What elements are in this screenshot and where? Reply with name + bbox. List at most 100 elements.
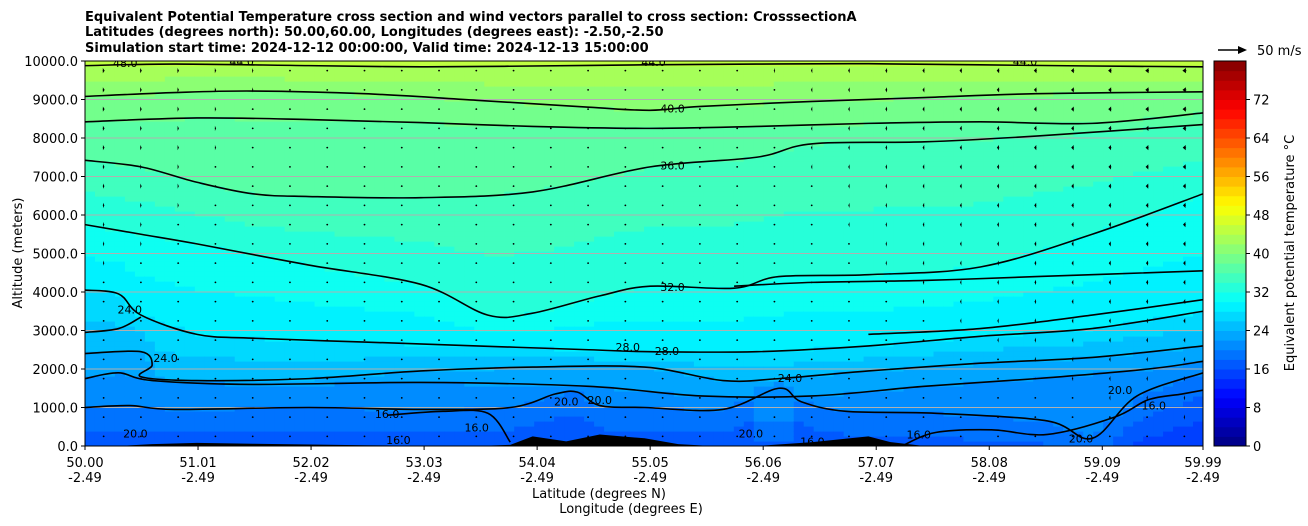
field-cell	[344, 181, 356, 187]
field-cell	[224, 371, 236, 377]
field-cell	[414, 176, 425, 182]
field-cell	[514, 246, 525, 252]
field-cell	[354, 211, 366, 217]
field-cell	[604, 406, 615, 412]
field-cell	[224, 86, 236, 92]
field-cell	[554, 376, 565, 382]
field-cell	[444, 416, 455, 422]
field-cell	[134, 261, 146, 267]
field-cell	[334, 246, 346, 252]
field-cell	[434, 361, 445, 367]
field-cell	[554, 431, 565, 437]
field-cell	[693, 136, 705, 142]
field-cell	[534, 86, 545, 92]
field-cell	[723, 386, 735, 392]
field-cell	[244, 326, 256, 332]
field-cell	[384, 66, 396, 72]
field-cell	[264, 91, 276, 97]
field-cell	[354, 116, 366, 122]
field-cell	[404, 111, 416, 117]
field-cell	[274, 261, 286, 267]
field-cell	[683, 416, 695, 422]
field-cell	[534, 421, 545, 427]
field-cell	[574, 196, 585, 202]
field-cell	[374, 381, 386, 387]
field-cell	[234, 321, 246, 327]
field-cell	[703, 421, 715, 427]
field-cell	[184, 351, 196, 357]
field-cell	[194, 321, 206, 327]
field-cell	[624, 106, 635, 112]
field-cell	[683, 131, 695, 137]
field-cell	[504, 76, 515, 82]
field-cell	[683, 216, 695, 222]
field-cell	[693, 66, 705, 72]
field-cell	[124, 376, 136, 382]
field-cell	[234, 416, 246, 422]
field-cell	[464, 241, 475, 247]
field-cell	[94, 241, 106, 247]
field-cell	[304, 61, 316, 67]
field-cell	[653, 276, 665, 282]
field-cell	[224, 91, 236, 97]
field-cell	[604, 136, 615, 142]
field-cell	[594, 296, 605, 302]
field-cell	[314, 186, 326, 192]
field-cell	[614, 141, 625, 147]
field-cell	[524, 191, 535, 197]
field-cell	[324, 96, 336, 102]
field-cell	[264, 86, 276, 92]
field-cell	[194, 231, 206, 237]
field-cell	[653, 81, 665, 87]
field-cell	[594, 211, 605, 217]
field-cell	[444, 156, 455, 162]
field-cell	[304, 286, 316, 292]
field-cell	[424, 191, 435, 197]
field-cell	[374, 161, 386, 167]
field-cell	[574, 166, 585, 172]
field-cell	[604, 356, 615, 362]
field-cell	[464, 326, 475, 332]
field-cell	[234, 86, 246, 92]
field-cell	[374, 76, 386, 82]
field-cell	[384, 411, 396, 417]
field-cell	[584, 171, 595, 177]
field-cell	[294, 206, 306, 212]
field-cell	[584, 396, 595, 402]
field-cell	[634, 381, 645, 387]
field-cell	[134, 281, 146, 287]
field-cell	[594, 86, 605, 92]
field-cell	[85, 171, 96, 177]
field-cell	[114, 111, 126, 117]
field-cell	[624, 356, 635, 362]
field-cell	[154, 211, 166, 217]
field-cell	[703, 156, 715, 162]
field-cell	[663, 336, 675, 342]
field-cell	[94, 161, 106, 167]
field-cell	[354, 276, 366, 282]
field-cell	[713, 391, 725, 397]
field-cell	[584, 371, 595, 377]
field-cell	[594, 76, 605, 82]
field-cell	[304, 231, 316, 237]
field-cell	[574, 156, 585, 162]
field-cell	[604, 341, 615, 347]
field-cell	[184, 386, 196, 392]
field-cell	[164, 166, 176, 172]
field-cell	[334, 291, 346, 297]
field-cell	[504, 156, 515, 162]
field-cell	[454, 381, 465, 387]
field-cell	[234, 76, 246, 82]
field-cell	[494, 256, 505, 262]
field-cell	[154, 236, 166, 242]
field-cell	[634, 176, 645, 182]
field-cell	[444, 281, 455, 287]
field-cell	[164, 241, 176, 247]
field-cell	[414, 386, 425, 392]
field-cell	[304, 81, 316, 87]
field-cell	[294, 211, 306, 217]
field-cell	[594, 361, 605, 367]
field-cell	[713, 236, 725, 242]
field-cell	[214, 276, 226, 282]
field-cell	[144, 331, 156, 337]
